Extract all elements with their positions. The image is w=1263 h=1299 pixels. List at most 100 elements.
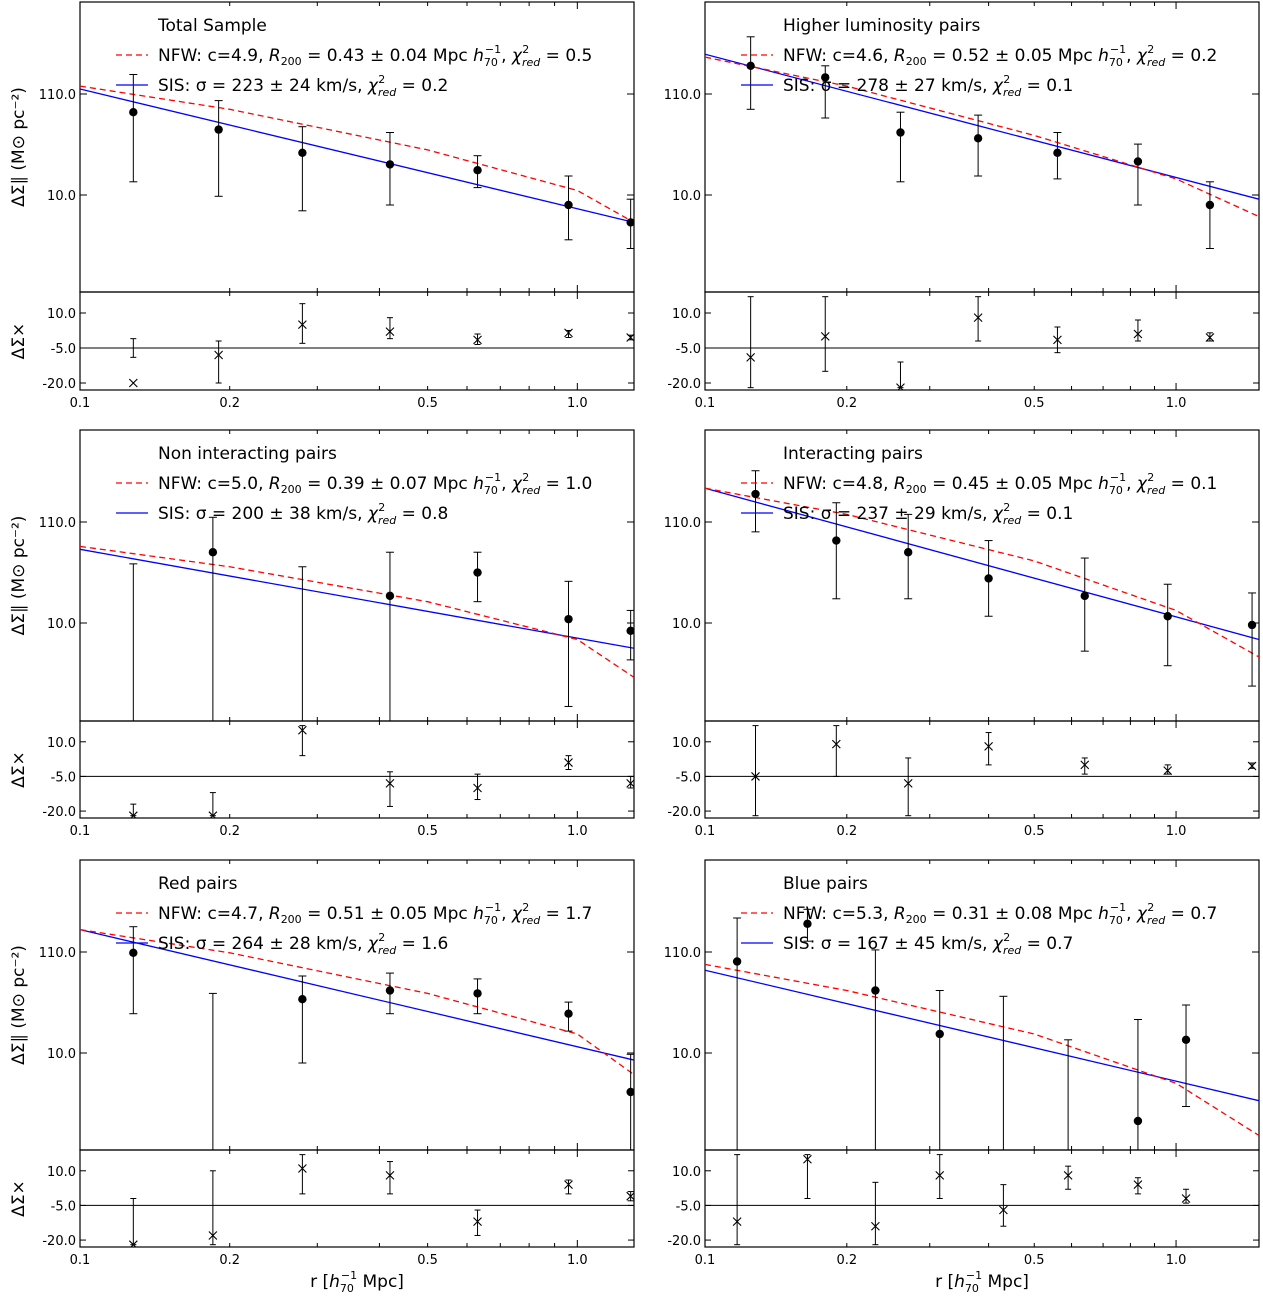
data-point [129, 948, 138, 957]
cross-data-point [935, 1171, 945, 1180]
legend-nfw-label: NFW: c=5.3, R200 = 0.31 ± 0.08 Mpc h70−1… [783, 901, 1217, 927]
x-tick-label: 0.1 [70, 396, 91, 411]
legend-sis-label: SIS: σ = 200 ± 38 km/s, χred2 = 0.8 [158, 501, 448, 527]
x-tick-label: 0.1 [70, 1253, 91, 1268]
data-point [564, 614, 573, 624]
panel-title: Total Sample [157, 16, 267, 36]
cross-data-point [871, 1221, 880, 1231]
x-tick-label: 0.5 [1024, 824, 1045, 839]
panel-title: Higher luminosity pairs [783, 16, 981, 36]
cross-y-tick-label: -5.0 [51, 1199, 76, 1214]
cross-data-point [128, 1240, 138, 1247]
x-tick-label: 0.2 [219, 1253, 240, 1268]
panel-title: Non interacting pairs [158, 444, 337, 464]
cross-data-point [297, 725, 307, 735]
x-tick-label: 0.5 [417, 1253, 438, 1268]
data-point [984, 574, 993, 583]
cross-y-tick-label: -5.0 [51, 770, 76, 785]
nfw-fit-curve [80, 928, 634, 1076]
main-y-tick-label: 110.0 [664, 88, 701, 103]
x-tick-label: 0.2 [836, 824, 857, 839]
legend-nfw-label: NFW: c=4.8, R200 = 0.45 ± 0.05 Mpc h70−1… [783, 471, 1217, 497]
sis-fit-line [705, 969, 1259, 1102]
panel-title: Blue pairs [783, 874, 868, 894]
cross-data-point [803, 1154, 812, 1164]
cross-data-point [903, 778, 913, 788]
cross-y-tick-label: 10.0 [672, 307, 701, 322]
data-point [473, 989, 482, 998]
cross-plot-frame [79, 291, 635, 391]
cross-plot-frame [704, 1149, 1260, 1248]
x-axis-label: r [h70−1 Mpc] [310, 1269, 404, 1295]
data-point [626, 1087, 634, 1097]
cross-data-point [128, 811, 138, 818]
x-tick-label: 0.2 [219, 824, 240, 839]
data-point [821, 73, 830, 82]
cross-data-point [1205, 333, 1215, 342]
nfw-fit-curve [80, 545, 634, 678]
x-tick-label: 0.1 [70, 824, 91, 839]
cross-plot-frame [79, 1149, 635, 1248]
cross-data-point [1181, 1194, 1191, 1203]
main-y-tick-label: 110.0 [664, 946, 701, 961]
cross-data-point [1133, 329, 1143, 339]
cross-y-tick-label: 10.0 [47, 307, 76, 322]
cross-y-tick-label: -20.0 [42, 1234, 76, 1249]
cross-y-tick-label: 10.0 [672, 736, 701, 751]
cross-data-point [1133, 1180, 1143, 1190]
sis-fit-line [705, 53, 1259, 200]
cross-data-point [1080, 760, 1090, 770]
data-point [1181, 1035, 1191, 1045]
cross-y-axis-label: ΔΣ× [9, 751, 29, 788]
cross-data-point [973, 313, 983, 323]
data-point [903, 548, 913, 557]
cross-y-tick-label: -5.0 [676, 770, 701, 785]
panel-1: 0.1 0.2 0.5 1.0 110.0 10.0 10.0 -5.0 -20.0 ΔΣ∥ (M… [9, 1, 635, 411]
data-point [298, 148, 307, 157]
data-point [746, 61, 755, 70]
cross-data-point [473, 783, 482, 793]
panel-5: 0.1 0.2 0.5 1.0 110.0 10.0 10.0 -5.0 -20.0 ΔΣ∥ (M… [9, 859, 635, 1295]
data-point [208, 548, 218, 557]
cross-y-tick-label: -20.0 [667, 805, 701, 820]
x-tick-label: 1.0 [567, 396, 588, 411]
x-axis-label: r [h70−1 Mpc] [935, 1269, 1029, 1295]
panel-6: 0.1 0.2 0.5 1.0 110.0 10.0 10.0 -5.0 -20.0 Blue p… [664, 859, 1260, 1295]
x-tick-label: 1.0 [1166, 1253, 1187, 1268]
main-y-tick-label: 10.0 [672, 189, 701, 204]
x-tick-label: 0.5 [1024, 1253, 1045, 1268]
data-point [298, 995, 307, 1004]
panel-2: 0.1 0.2 0.5 1.0 110.0 10.0 10.0 -5.0 -20.0 Higher… [664, 1, 1260, 411]
cross-y-tick-label: -20.0 [667, 377, 701, 392]
data-point [1133, 157, 1143, 166]
cross-data-point [626, 778, 634, 788]
data-point [803, 919, 812, 928]
legend-sis-label: SIS: σ = 278 ± 27 km/s, χred2 = 0.1 [783, 73, 1073, 99]
cross-data-point [385, 1171, 395, 1180]
main-y-tick-label: 10.0 [47, 189, 76, 204]
cross-data-point [1063, 1171, 1073, 1180]
cross-y-tick-label: 10.0 [47, 736, 76, 751]
nfw-fit-curve [80, 85, 634, 223]
data-point [732, 957, 742, 966]
legend-nfw-label: NFW: c=4.6, R200 = 0.52 ± 0.05 Mpc h70−1… [783, 43, 1217, 69]
cross-data-point [984, 742, 993, 751]
legend-sis-label: SIS: σ = 264 ± 28 km/s, χred2 = 1.6 [158, 931, 448, 957]
cross-data-point [999, 1205, 1008, 1215]
cross-plot-frame [704, 291, 1260, 391]
x-tick-label: 0.1 [695, 824, 716, 839]
cross-data-point [385, 778, 395, 788]
cross-plot-frame [79, 720, 635, 819]
data-point [1205, 200, 1215, 210]
panel-title: Red pairs [158, 874, 238, 894]
x-tick-label: 0.5 [417, 824, 438, 839]
main-y-tick-label: 10.0 [47, 1047, 76, 1062]
cross-data-point [1247, 761, 1257, 771]
cross-data-point [564, 1180, 573, 1190]
main-y-tick-label: 110.0 [39, 516, 76, 531]
sis-fit-line [80, 928, 634, 1061]
cross-data-point [732, 1217, 742, 1226]
data-point [973, 134, 983, 143]
cross-data-point [626, 333, 634, 342]
